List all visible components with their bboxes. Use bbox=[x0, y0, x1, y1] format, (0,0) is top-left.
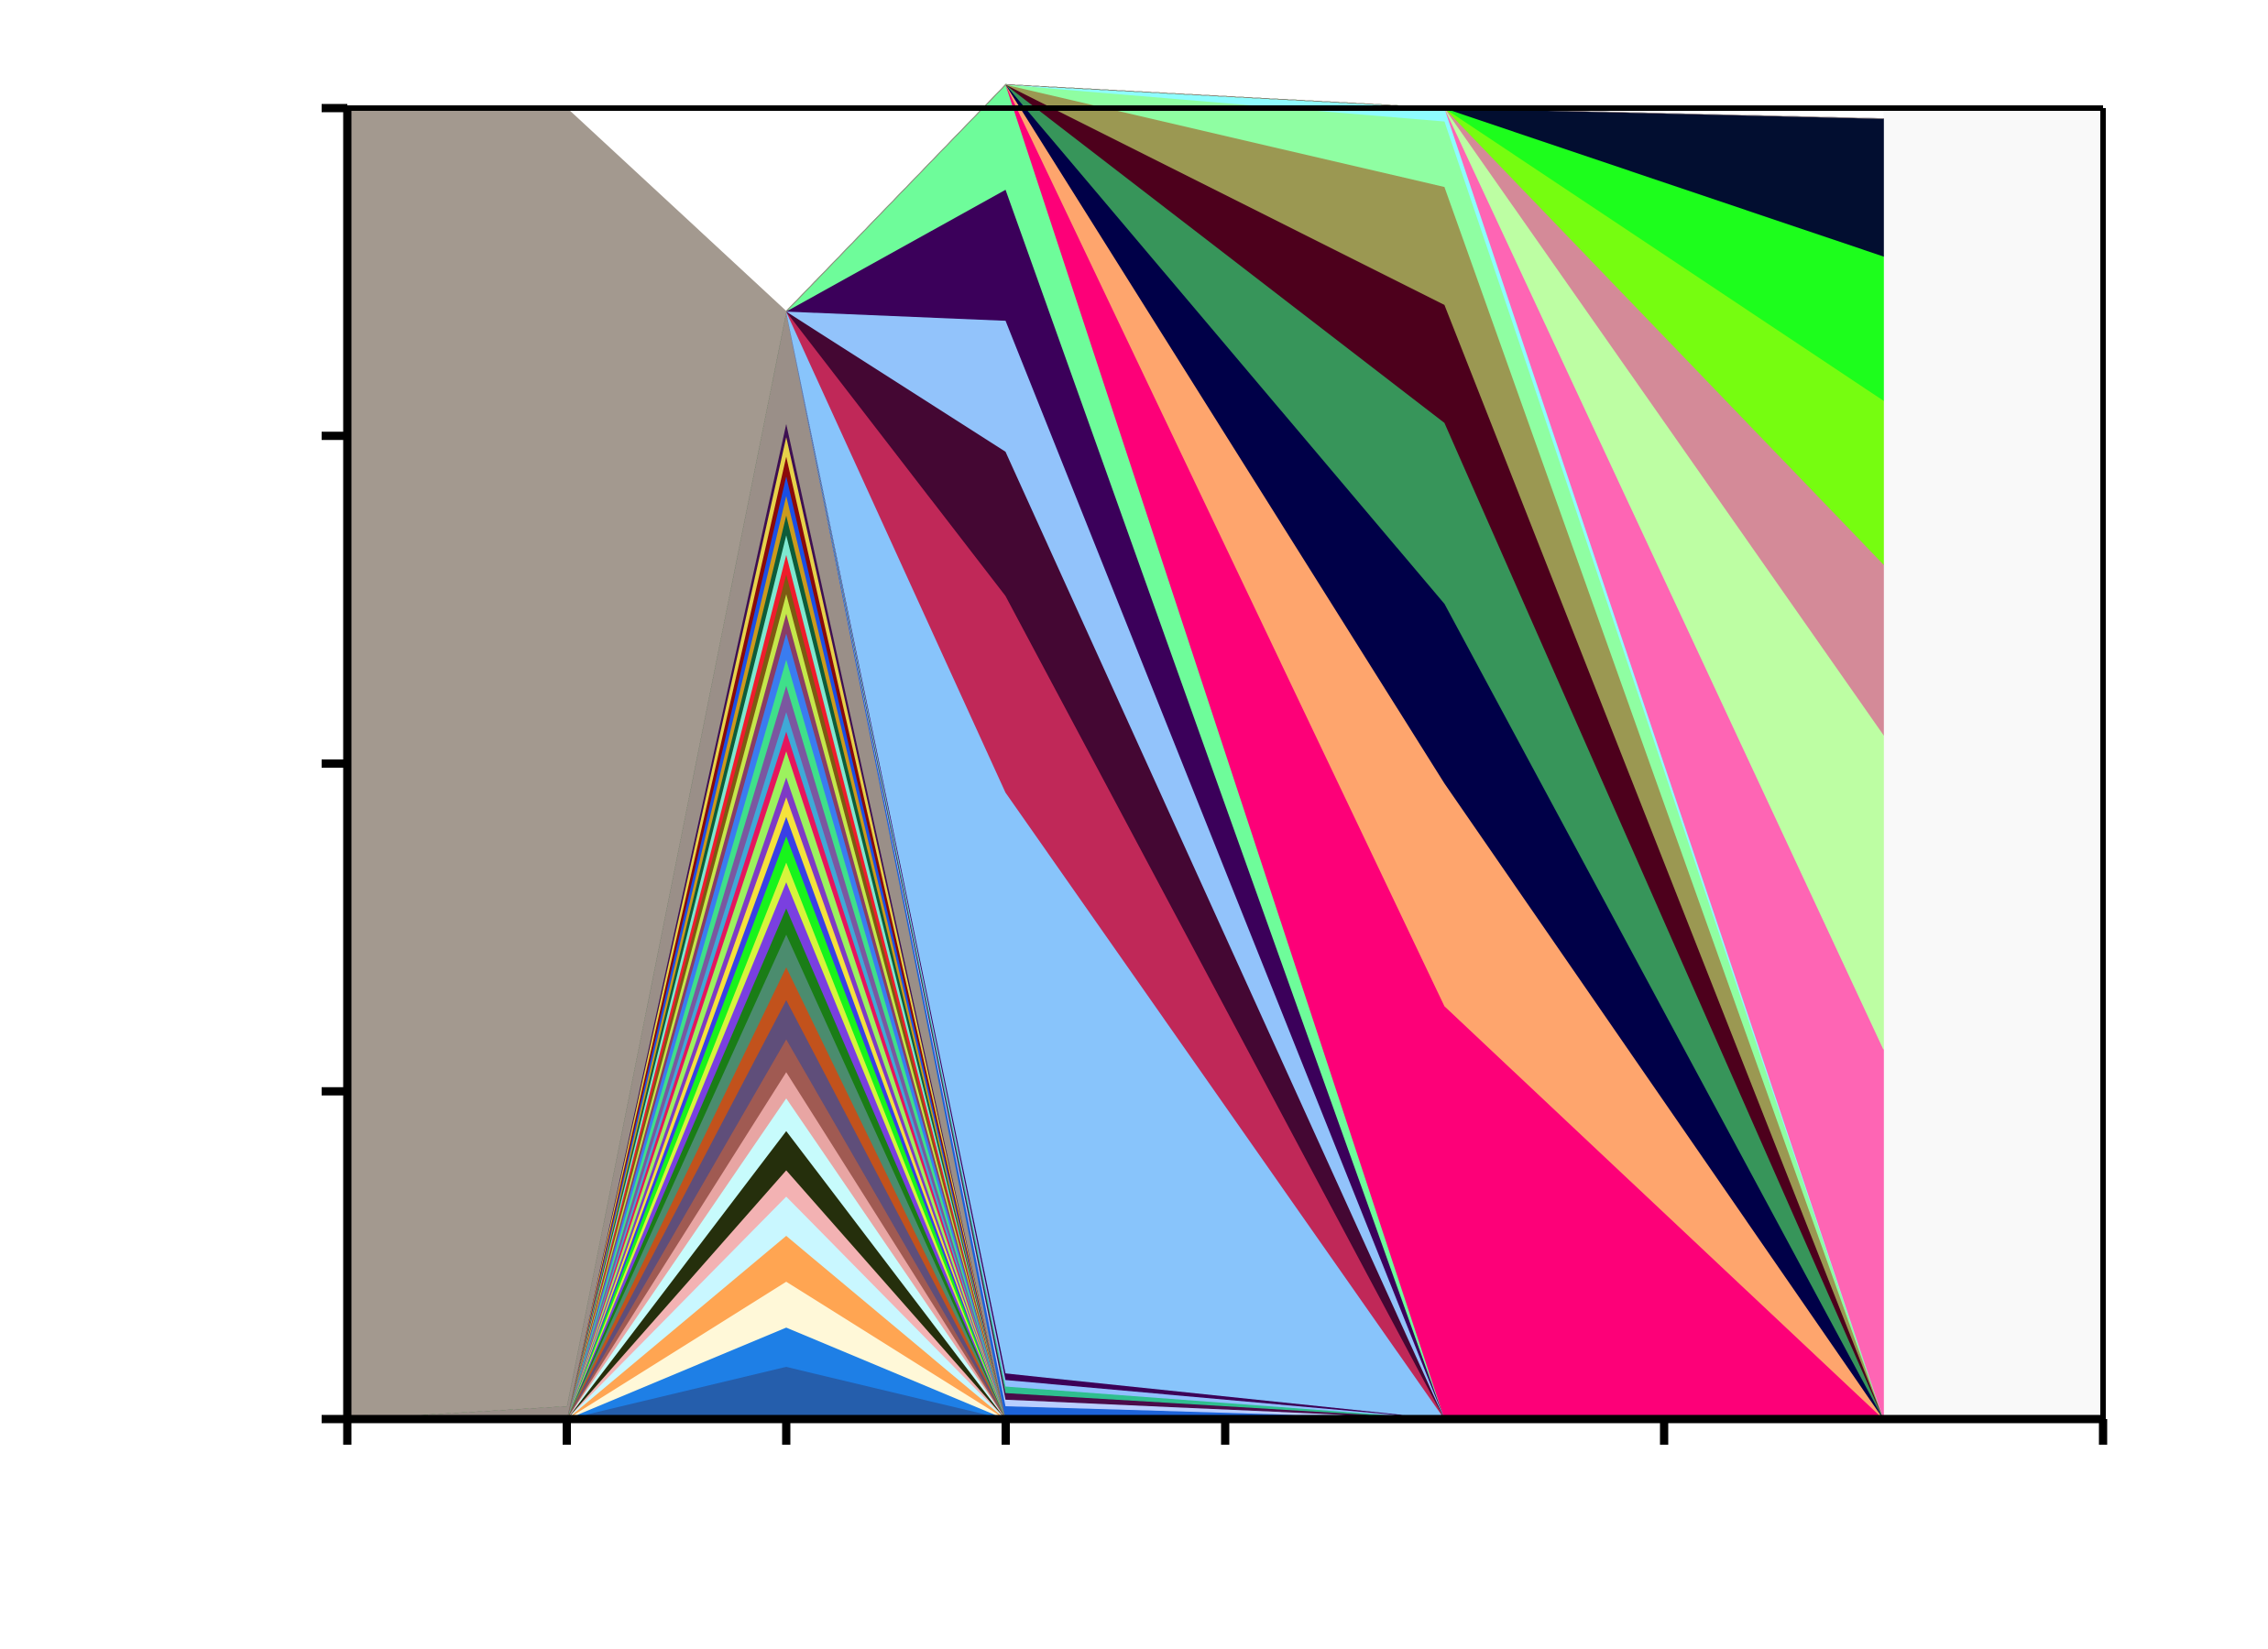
area-series-66 bbox=[346, 83, 1884, 1420]
axes-layer bbox=[322, 104, 2108, 1445]
area-series-layer bbox=[346, 83, 1885, 1420]
background-band bbox=[1883, 108, 2103, 1419]
background-band-layer bbox=[1883, 108, 2103, 1419]
